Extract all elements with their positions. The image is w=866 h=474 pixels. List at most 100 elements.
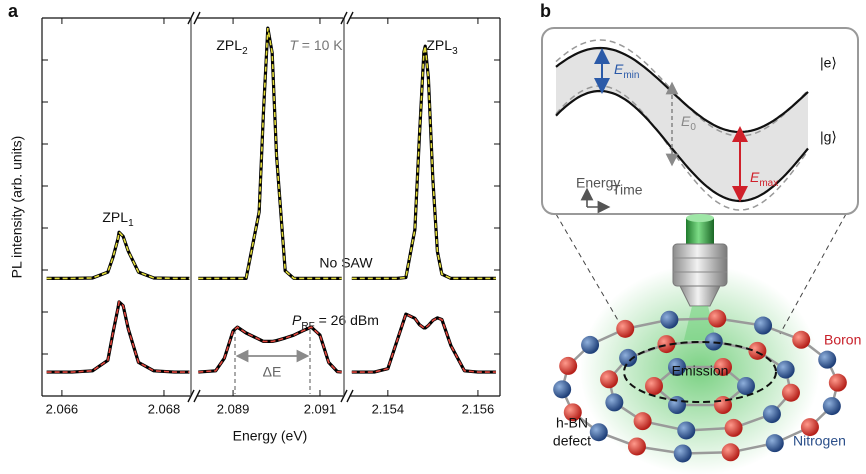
- symbol: E: [681, 113, 691, 129]
- power-sub: RF: [301, 321, 314, 332]
- nitrogen-atom: [553, 380, 572, 399]
- nitrogen-atom: [822, 397, 841, 416]
- peak-label: ZPL2: [216, 37, 248, 57]
- x-tick-label: 2.091: [304, 401, 337, 416]
- symbol: E: [750, 169, 760, 185]
- peak-label-sub: 2: [242, 46, 248, 57]
- nitrogen-atom: [704, 332, 723, 351]
- fit-curve: [46, 230, 190, 280]
- defect-label: defect: [553, 433, 591, 449]
- sub: min: [623, 70, 639, 81]
- boron-atom: [616, 319, 635, 338]
- boron-atom: [721, 443, 740, 462]
- y-axis-label: PL intensity (arb. units): [9, 136, 25, 279]
- temperature-symbol: T: [289, 37, 299, 53]
- e-0-label: E0: [681, 113, 696, 133]
- condition-label: No SAW: [319, 255, 373, 271]
- spectrum: [198, 26, 342, 280]
- nitrogen-atom: [776, 360, 795, 379]
- peak-label-sub: 1: [128, 218, 134, 229]
- boron-atom: [714, 357, 732, 376]
- panel-label: b: [540, 1, 551, 21]
- peak-label-main: ZPL: [102, 209, 128, 225]
- symbol: E: [614, 61, 624, 77]
- x-tick-label: 2.154: [372, 401, 405, 416]
- state-label: |e⟩: [820, 55, 837, 71]
- x-tick-label: 2.089: [217, 401, 250, 416]
- nitrogen-atom: [668, 357, 686, 376]
- fiber-top: [686, 214, 714, 222]
- emission-label: Emission: [672, 363, 729, 379]
- boron-atom: [559, 356, 578, 375]
- nitrogen-label: Nitrogen: [793, 433, 846, 449]
- nitrogen-atom: [673, 444, 692, 463]
- axis-break: [340, 389, 348, 403]
- sub: 0: [690, 122, 696, 133]
- lattice: [553, 309, 847, 463]
- peak-label: ZPL1: [102, 209, 134, 229]
- panel-a: Energy (eV) PL intensity (arb. units) ZP…: [9, 11, 501, 444]
- x-tick-label: 2.156: [462, 401, 495, 416]
- nitrogen-atom: [605, 393, 624, 412]
- boron-atom: [657, 335, 676, 354]
- zoom-line: [779, 213, 847, 335]
- fit-curve: [46, 300, 190, 373]
- spectrum: [46, 300, 190, 374]
- x-tick-label: 2.068: [148, 401, 181, 416]
- nitrogen-atom: [660, 310, 679, 329]
- emission-region: [623, 341, 777, 403]
- fit-curve: [351, 312, 496, 373]
- e-min-label: Emin: [614, 61, 639, 81]
- panel-b: Emin E0 Emax |e⟩ |g⟩ Energy Time Emissio…: [541, 27, 861, 474]
- condition-label: PRF = 26 dBm: [292, 312, 379, 332]
- boron-atom: [627, 437, 646, 456]
- nitrogen-atom: [581, 335, 600, 354]
- laser-cone: [684, 306, 716, 340]
- nitrogen-atom: [619, 348, 638, 367]
- peak-label-main: ZPL: [216, 37, 242, 53]
- splitting-label: ΔE: [263, 364, 282, 380]
- sub: max: [759, 178, 778, 189]
- axis-break: [340, 11, 348, 25]
- boron-atom: [800, 418, 819, 437]
- axis-break: [187, 11, 195, 25]
- peak-label-sub: 3: [452, 46, 458, 57]
- x-tick-label: 2.066: [46, 401, 79, 416]
- nitrogen-atom: [818, 350, 837, 369]
- fit-curve: [351, 45, 496, 280]
- boron-atom: [645, 377, 663, 395]
- nitrogen-atom: [765, 434, 784, 453]
- spectrum: [351, 44, 496, 280]
- temperature-label: T = 10 K: [289, 37, 343, 53]
- boron-atom: [792, 330, 811, 349]
- power-value: = 26 dBm: [315, 312, 379, 328]
- axis-label: Time: [612, 182, 643, 198]
- fiber: [686, 218, 714, 244]
- e-max-label: Emax: [750, 169, 778, 189]
- x-axis-label: Energy (eV): [233, 428, 308, 444]
- axis-label: Energy: [576, 175, 620, 191]
- panel-label: a: [8, 1, 19, 21]
- boron-atom: [600, 370, 619, 389]
- power-symbol: P: [292, 312, 302, 328]
- boron-atom: [633, 412, 652, 431]
- nitrogen-atom: [737, 377, 755, 395]
- objective-body: [672, 243, 728, 287]
- zoom-line: [555, 213, 627, 335]
- nitrogen-atom: [754, 316, 773, 335]
- boron-atom: [781, 383, 800, 402]
- state-label: |g⟩: [820, 129, 837, 145]
- boron-atom: [724, 418, 743, 437]
- objective-nose: [679, 285, 721, 307]
- nitrogen-atom: [677, 421, 696, 440]
- fit-curve: [198, 27, 342, 280]
- nitrogen-atom: [589, 423, 608, 442]
- nitrogen-atom: [762, 405, 781, 424]
- axis-break: [187, 389, 195, 403]
- spectrum: [46, 230, 190, 280]
- defect-label: h-BN: [556, 415, 588, 431]
- peak-label: ZPL3: [426, 37, 458, 57]
- fit-curve: [198, 326, 342, 373]
- peak-label-main: ZPL: [426, 37, 452, 53]
